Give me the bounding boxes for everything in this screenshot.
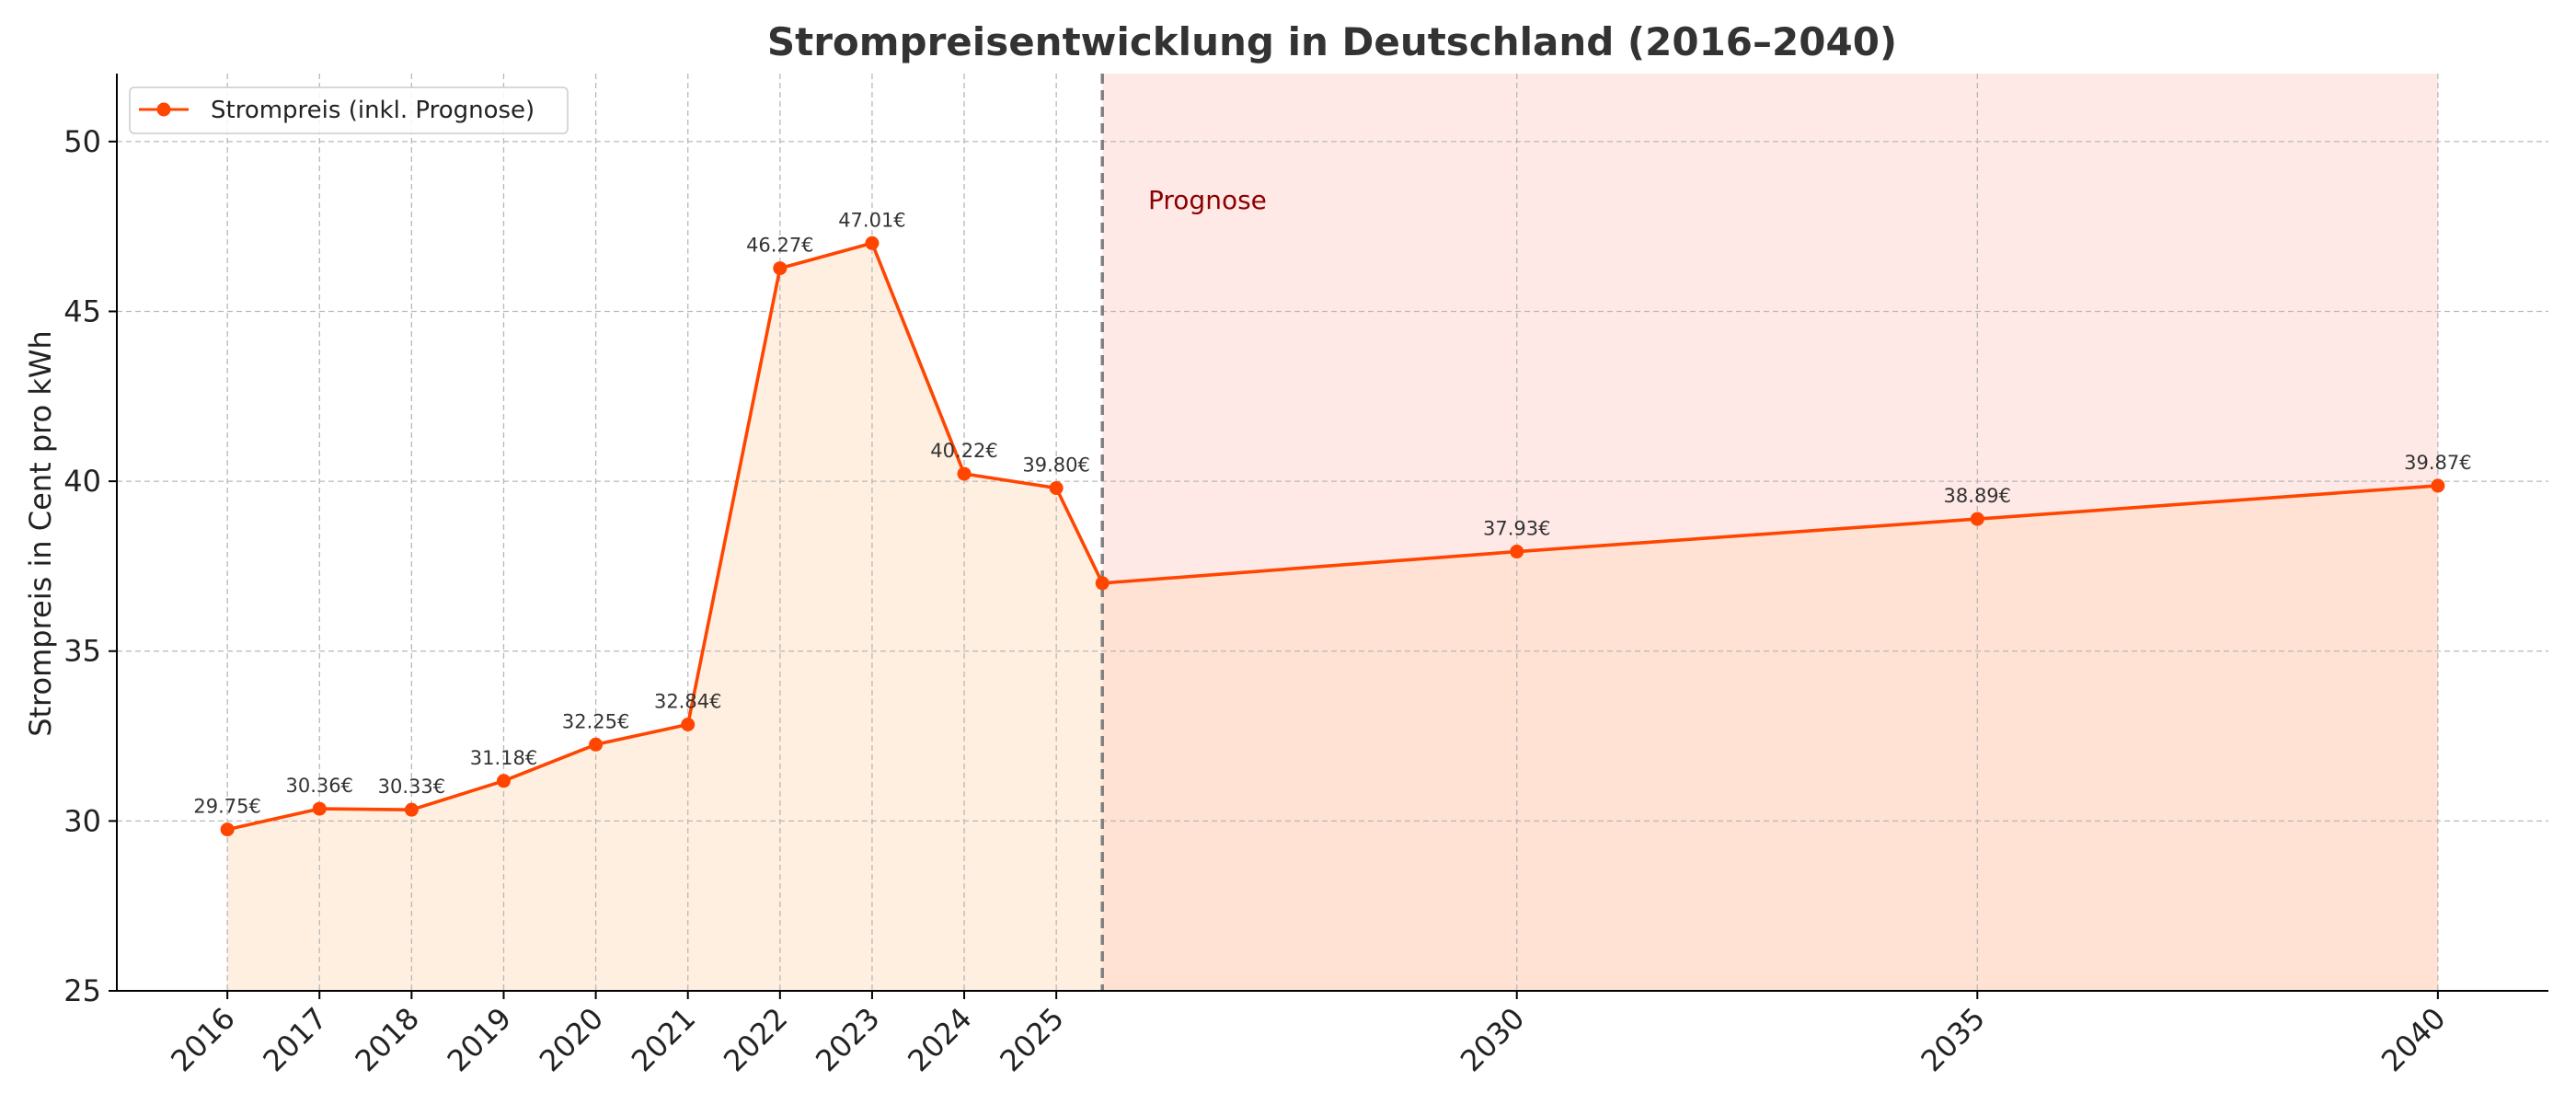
series-line <box>226 241 2438 832</box>
y-tick-label: 35 <box>63 634 101 669</box>
data-point <box>1510 545 1524 559</box>
data-point <box>404 802 419 817</box>
axes-layer <box>109 74 2548 999</box>
data-label-layer: 29.75€ 30.36€ 30.33€ 31.18€ 32.25€ 32.84€ 46.2… <box>193 209 2471 817</box>
forecast-label: Prognose <box>1148 185 1267 215</box>
x-tick-label: 2021 <box>625 1001 702 1078</box>
data-label: 32.25€ <box>562 710 629 732</box>
data-point <box>220 822 235 837</box>
data-label: 39.80€ <box>1022 454 1089 476</box>
x-tick-label: 2018 <box>349 1001 426 1078</box>
legend-marker-swatch <box>156 102 171 117</box>
y-tick-label: 40 <box>63 464 101 499</box>
data-point <box>773 261 788 276</box>
x-tick-label: 2030 <box>1454 1001 1531 1078</box>
data-label: 30.33€ <box>378 776 445 798</box>
grid-layer <box>117 74 2548 992</box>
legend[interactable]: Strompreis (inkl. Prognose) <box>129 86 569 134</box>
legend-frame <box>129 86 569 134</box>
chart-title: Strompreisentwicklung in Deutschland (20… <box>767 19 1897 64</box>
y-tick-label: 25 <box>63 973 101 1008</box>
x-tick-label: 2035 <box>1914 1001 1991 1078</box>
data-point <box>1049 480 1064 495</box>
data-label: 30.36€ <box>286 775 353 797</box>
y-axis-label: Strompreis in Cent pro kWh <box>23 330 58 737</box>
legend-entry-label: Strompreis (inkl. Prognose) <box>211 97 535 124</box>
history-area-fill <box>227 243 1103 991</box>
x-tick-label: 2017 <box>256 1001 333 1078</box>
x-tick-label: 2040 <box>2375 1001 2452 1078</box>
data-label: 40.22€ <box>930 440 997 462</box>
x-tick-label: 2024 <box>901 1001 978 1078</box>
data-point <box>496 774 511 788</box>
data-point <box>2431 478 2445 493</box>
data-point <box>1970 512 1984 526</box>
forecast-area-fill <box>1102 485 2438 991</box>
data-label: 46.27€ <box>746 235 813 257</box>
data-point <box>681 718 696 732</box>
x-tick-label: 2023 <box>809 1001 886 1078</box>
area-fill-layer <box>227 243 2438 991</box>
data-label: 37.93€ <box>1483 518 1550 540</box>
y-tick-label: 45 <box>63 293 101 328</box>
x-tick-label: 2022 <box>717 1001 794 1078</box>
series-layer <box>220 236 2445 837</box>
y-tick-label: 30 <box>63 803 101 838</box>
data-point <box>957 466 972 481</box>
data-point <box>312 801 327 816</box>
data-label: 29.75€ <box>193 796 260 818</box>
data-label: 38.89€ <box>1944 485 2011 507</box>
data-label: 31.18€ <box>470 747 537 769</box>
data-label: 47.01€ <box>838 209 905 231</box>
data-point <box>1095 576 1110 591</box>
x-tick-label: 2019 <box>441 1001 518 1078</box>
data-point <box>865 236 880 250</box>
data-point <box>589 737 604 752</box>
data-label: 32.84€ <box>654 691 721 713</box>
x-tick-label: 2025 <box>993 1001 1070 1078</box>
x-tick-label: 2016 <box>164 1001 241 1078</box>
y-tick-label: 50 <box>63 124 101 159</box>
x-tick-label: 2020 <box>533 1001 610 1078</box>
data-label: 39.87€ <box>2404 452 2471 474</box>
